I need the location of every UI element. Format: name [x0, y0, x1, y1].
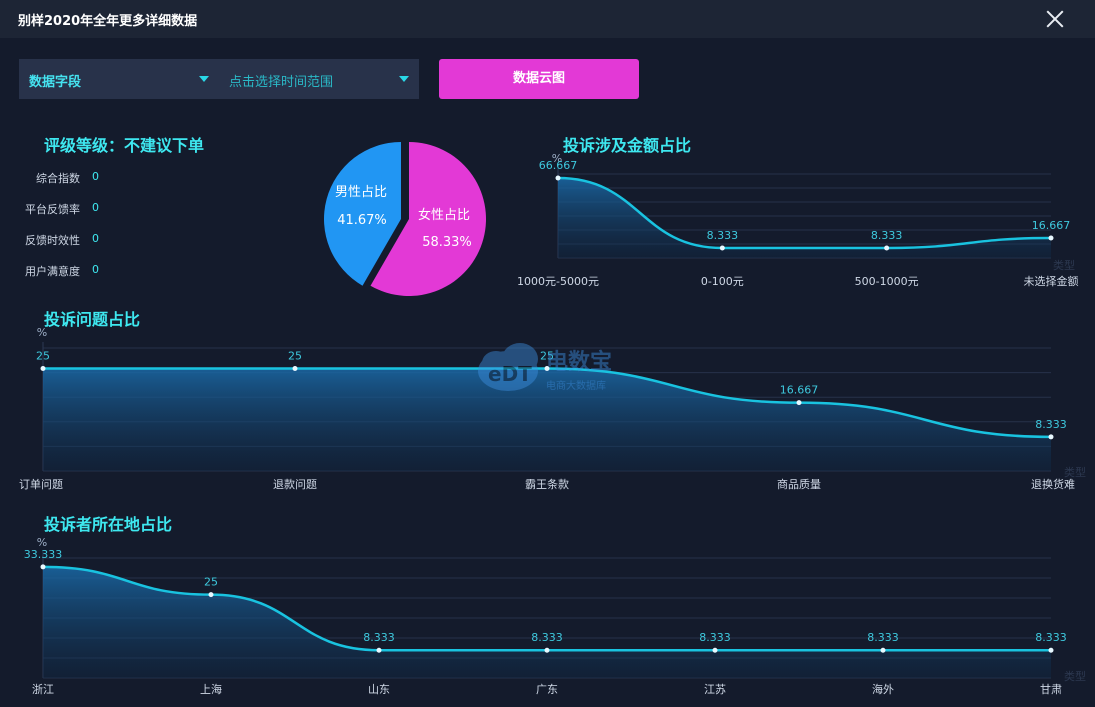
pie-slice-male [324, 142, 401, 286]
gender-pie-chart: 男性占比 41.67% 女性占比 58.33% [324, 142, 486, 296]
window-titlebar: 别样2020年全年更多详细数据 [0, 0, 1095, 38]
x-tick-label: 退款问题 [273, 477, 317, 491]
data-point [555, 175, 561, 181]
data-label: 66.667 [539, 159, 578, 172]
x-tick-label: 退换货难 [1031, 477, 1075, 491]
area-fill [43, 368, 1051, 471]
data-point [292, 366, 298, 371]
data-point [719, 245, 725, 251]
issue-area-chart: % 类型 25 订单问题 25 退款问题 25 霸王条款 16.667 商品质量 8.333 退换货难 [19, 326, 1086, 491]
area-fill [558, 177, 1051, 258]
y-unit-label: % [37, 536, 47, 549]
issue-chart-title: 投诉问题占比 [44, 310, 141, 329]
x-tick-label: 江苏 [704, 683, 726, 696]
data-label: 8.333 [531, 631, 563, 644]
y-unit-label: % [37, 326, 47, 339]
location-chart-title: 投诉者所在地占比 [44, 515, 173, 534]
pie-label-female: 女性占比 [418, 207, 470, 223]
location-area-chart: % 类型 33.333 浙江 25 上海 8.333 山东 8.333 广东 8.333 江苏 8.33… [24, 536, 1086, 696]
y-unit-label: % [552, 152, 562, 165]
x-tick-label: 山东 [368, 683, 390, 696]
amount-area-chart: % 类型 66.667 1000元-5000元 8.333 0-100元 8.333 500-… [517, 152, 1079, 288]
field-select-label: 数据字段 [29, 75, 82, 90]
data-label: 8.333 [363, 631, 395, 644]
caret-down-icon [399, 76, 409, 82]
metric-value: 0 [92, 232, 99, 245]
pie-value-male: 41.67% [337, 213, 387, 228]
metric-label: 综合指数 [36, 172, 80, 185]
x-tick-label: 未选择金额 [1024, 274, 1079, 288]
data-label: 8.333 [699, 631, 731, 644]
data-point [40, 564, 46, 570]
data-label: 33.333 [24, 548, 63, 561]
data-cloud-button[interactable]: 数据云图 [439, 59, 639, 99]
x-tick-label: 500-1000元 [855, 275, 919, 288]
x-tick-label: 上海 [200, 682, 222, 696]
data-point [208, 592, 214, 598]
data-point [880, 647, 886, 653]
watermark-logo-text: eDT [488, 362, 532, 386]
data-point [544, 647, 550, 653]
data-point [884, 245, 890, 251]
data-label: 25 [36, 350, 50, 363]
edt-watermark-logo: eDT 电数宝 电商大数据库 [466, 335, 636, 397]
data-label: 25 [540, 350, 554, 363]
x-axis-name: 类型 [1064, 669, 1086, 683]
x-tick-label: 海外 [872, 682, 894, 696]
watermark-brand: 电数宝 [546, 349, 612, 375]
x-tick-label: 订单问题 [19, 478, 63, 491]
x-axis-name: 类型 [1064, 465, 1086, 479]
metric-label: 反馈时效性 [25, 234, 80, 247]
cloud-logo-icon: eDT 电数宝 电商大数据库 [478, 343, 612, 392]
data-point [544, 366, 550, 371]
time-range-select[interactable]: 点击选择时间范围 [219, 59, 419, 99]
x-tick-label: 霸王条款 [525, 477, 569, 491]
x-tick-label: 商品质量 [777, 477, 821, 491]
x-tick-label: 广东 [536, 683, 558, 696]
caret-down-icon [199, 76, 209, 82]
data-point [796, 400, 802, 406]
field-select[interactable]: 数据字段 [19, 59, 219, 99]
data-label: 8.333 [1035, 418, 1067, 431]
filter-bar: 数据字段 点击选择时间范围 [19, 59, 419, 99]
data-label: 8.333 [867, 631, 899, 644]
amount-chart-title: 投诉涉及金额占比 [563, 136, 692, 155]
data-point [1048, 647, 1054, 653]
x-tick-label: 甘肃 [1040, 683, 1062, 696]
data-label: 25 [204, 576, 218, 589]
pie-slice-female [370, 142, 486, 296]
x-tick-label: 0-100元 [701, 275, 744, 288]
data-point [376, 647, 382, 653]
data-label: 8.333 [1035, 631, 1067, 644]
metric-label: 平台反馈率 [25, 203, 80, 216]
data-point [1048, 235, 1054, 241]
data-point [1048, 434, 1054, 440]
close-icon[interactable] [1043, 7, 1067, 31]
series-line [557, 176, 1052, 250]
x-axis-name: 类型 [1053, 258, 1075, 272]
data-point [40, 366, 46, 371]
data-label: 8.333 [707, 229, 739, 242]
data-label: 16.667 [1032, 219, 1071, 232]
metric-value: 0 [92, 263, 99, 276]
x-tick-label: 1000元-5000元 [517, 275, 599, 288]
metric-value: 0 [92, 201, 99, 214]
data-label: 8.333 [871, 229, 903, 242]
pie-value-female: 58.33% [422, 235, 472, 250]
data-label: 25 [288, 350, 302, 363]
data-point [712, 647, 718, 653]
area-fill [43, 566, 1051, 678]
data-label: 16.667 [780, 384, 819, 397]
watermark-tagline: 电商大数据库 [546, 379, 606, 392]
window-title: 别样2020年全年更多详细数据 [18, 14, 198, 29]
metric-label: 用户满意度 [25, 265, 80, 278]
pie-label-male: 男性占比 [335, 185, 387, 200]
rating-title: 评级等级：不建议下单 [44, 136, 205, 155]
x-tick-label: 浙江 [32, 683, 54, 696]
time-range-label: 点击选择时间范围 [229, 75, 334, 90]
metric-value: 0 [92, 170, 99, 183]
